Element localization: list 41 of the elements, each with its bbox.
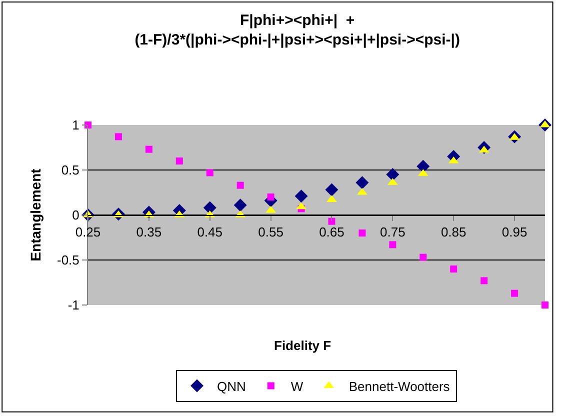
point bbox=[416, 160, 430, 173]
y-tick-label: -1 bbox=[68, 298, 80, 313]
point bbox=[236, 182, 244, 189]
point bbox=[450, 266, 458, 272]
point bbox=[511, 290, 518, 297]
point bbox=[267, 194, 274, 200]
x-tick-label: 0.85 bbox=[440, 224, 466, 240]
x-tick-label: 0.25 bbox=[75, 224, 101, 240]
point bbox=[294, 190, 308, 203]
y-tick-label: 0 bbox=[72, 208, 80, 223]
legend-label: Bennett-Wootters bbox=[348, 378, 450, 394]
point bbox=[206, 169, 214, 176]
point bbox=[234, 198, 247, 212]
x-axis-title: Fidelity F bbox=[274, 338, 332, 353]
x-tick-label: 0.95 bbox=[502, 224, 528, 240]
x-tick-label: 0.65 bbox=[319, 224, 344, 240]
point bbox=[389, 241, 396, 248]
point bbox=[420, 254, 427, 261]
point bbox=[114, 133, 122, 140]
point bbox=[145, 146, 152, 153]
point bbox=[480, 277, 488, 284]
point bbox=[325, 183, 338, 196]
x-tick-label: 0.35 bbox=[136, 224, 162, 240]
legend-label: W bbox=[290, 378, 304, 394]
point bbox=[203, 201, 216, 214]
y-tick-label: 1 bbox=[72, 118, 80, 133]
point bbox=[356, 176, 369, 190]
point bbox=[176, 158, 183, 164]
point bbox=[386, 168, 400, 181]
x-tick-label: 0.75 bbox=[380, 224, 406, 240]
y-tick-label: -0.5 bbox=[56, 252, 80, 268]
point bbox=[328, 218, 336, 225]
x-tick-label: 0.55 bbox=[258, 224, 284, 240]
point bbox=[296, 202, 306, 210]
y-axis-title: Entanglement bbox=[28, 168, 44, 262]
point bbox=[542, 302, 548, 308]
point bbox=[358, 230, 366, 236]
chart-title: F|phi+><phi+| + (1-F)/3*(|phi-><phi-|+|psi+><psi+|+|psi-><psi-|) bbox=[134, 12, 460, 49]
y-tick-label: 0.5 bbox=[61, 162, 80, 178]
legend-label: QNN bbox=[217, 378, 246, 394]
x-tick-label: 0.45 bbox=[197, 224, 223, 240]
